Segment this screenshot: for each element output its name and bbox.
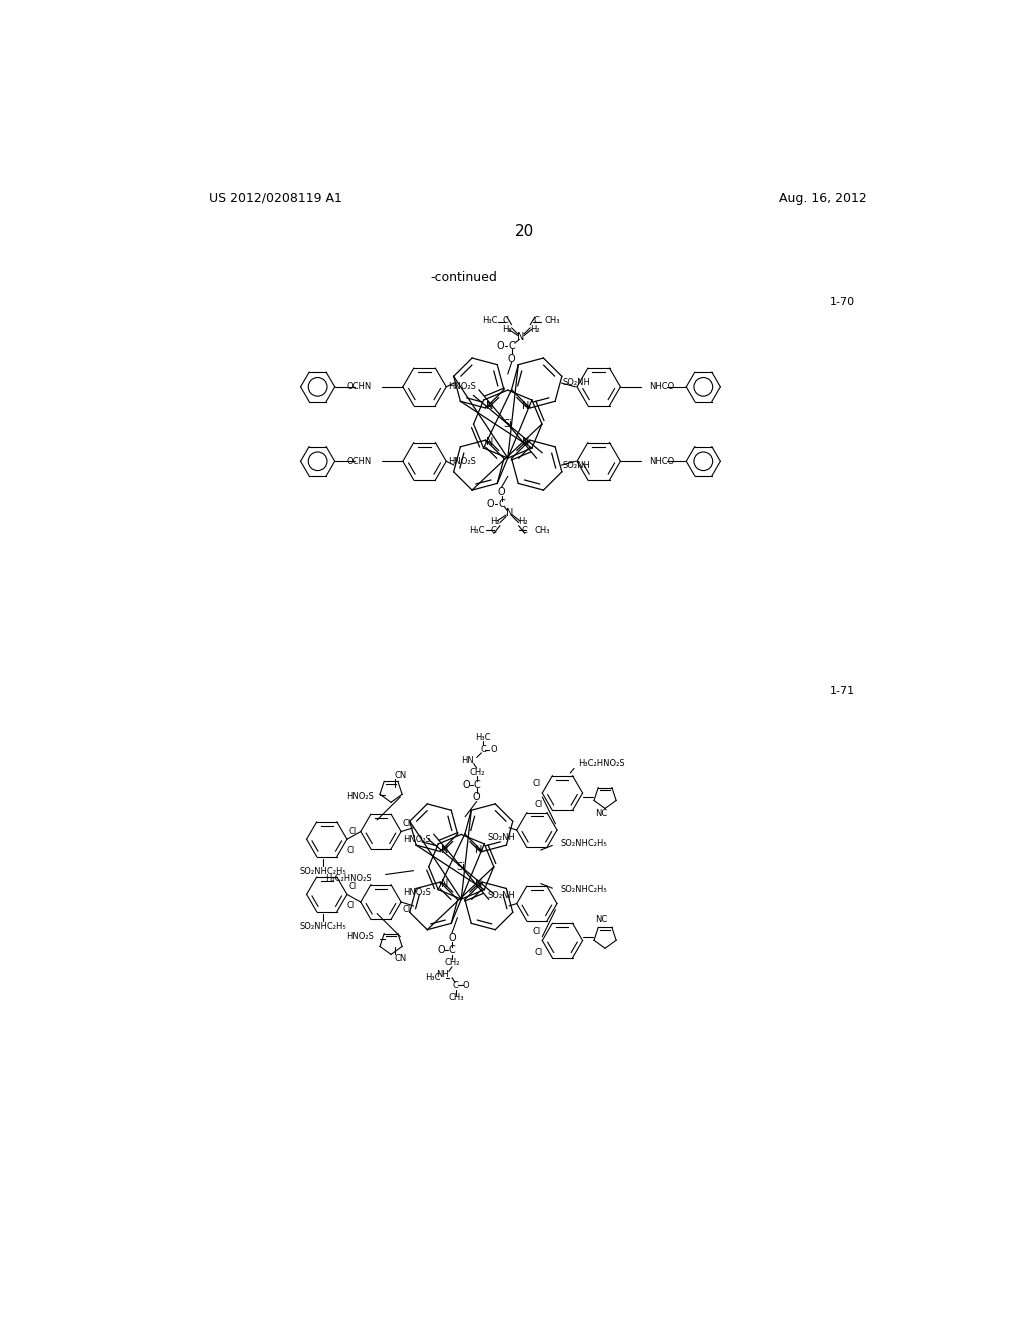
Text: -continued: -continued bbox=[430, 271, 497, 284]
Text: SO₂NH: SO₂NH bbox=[487, 833, 515, 842]
Text: Cl: Cl bbox=[346, 846, 354, 855]
Text: C: C bbox=[480, 746, 485, 754]
Text: O: O bbox=[508, 354, 515, 363]
Text: 20: 20 bbox=[515, 224, 535, 239]
Text: Si: Si bbox=[457, 862, 466, 871]
Text: O: O bbox=[473, 792, 480, 803]
Text: N: N bbox=[522, 437, 529, 447]
Text: SO₂NH: SO₂NH bbox=[562, 461, 590, 470]
Text: O: O bbox=[498, 487, 506, 496]
Text: Cl: Cl bbox=[348, 828, 356, 836]
Text: O: O bbox=[437, 945, 444, 954]
Text: Cl: Cl bbox=[535, 800, 543, 809]
Text: C: C bbox=[473, 780, 480, 791]
Text: O: O bbox=[462, 780, 470, 791]
Text: Cl: Cl bbox=[535, 948, 543, 957]
Text: CH₂: CH₂ bbox=[444, 958, 460, 966]
Text: H₃C: H₃C bbox=[469, 525, 484, 535]
Text: 1-71: 1-71 bbox=[829, 686, 854, 696]
Text: HNO₂S: HNO₂S bbox=[346, 932, 374, 941]
Text: CH₃: CH₃ bbox=[544, 315, 560, 325]
Text: HNO₂S: HNO₂S bbox=[402, 888, 430, 898]
Text: 1-70: 1-70 bbox=[829, 297, 854, 308]
Text: H₂: H₂ bbox=[518, 516, 528, 525]
Text: N: N bbox=[486, 401, 494, 412]
Text: O: O bbox=[449, 933, 456, 942]
Text: Cl: Cl bbox=[402, 820, 411, 829]
Text: O: O bbox=[463, 981, 469, 990]
Text: N: N bbox=[474, 845, 482, 855]
Text: SO₂NH: SO₂NH bbox=[562, 379, 590, 388]
Text: H₂: H₂ bbox=[530, 325, 540, 334]
Text: O: O bbox=[497, 342, 504, 351]
Text: Si: Si bbox=[504, 418, 512, 429]
Text: SO₂NH: SO₂NH bbox=[487, 891, 515, 900]
Text: CN: CN bbox=[395, 771, 408, 780]
Text: C: C bbox=[490, 525, 497, 535]
Text: C: C bbox=[453, 981, 459, 990]
Text: H₂: H₂ bbox=[502, 325, 512, 334]
Text: OCHN: OCHN bbox=[346, 383, 372, 391]
Text: C: C bbox=[498, 499, 505, 510]
Text: Cl: Cl bbox=[532, 927, 541, 936]
Text: N: N bbox=[486, 437, 494, 447]
Text: C: C bbox=[522, 525, 527, 535]
Text: Cl: Cl bbox=[402, 906, 411, 915]
Text: OCHN: OCHN bbox=[346, 457, 372, 466]
Text: H₃C: H₃C bbox=[475, 733, 490, 742]
Text: HNO₂S: HNO₂S bbox=[402, 834, 430, 843]
Text: N: N bbox=[440, 879, 447, 888]
Text: N: N bbox=[506, 508, 513, 519]
Text: SO₂NHC₂H₅: SO₂NHC₂H₅ bbox=[560, 840, 607, 849]
Text: NHCO: NHCO bbox=[649, 457, 675, 466]
Text: N: N bbox=[474, 879, 482, 888]
Text: CN: CN bbox=[395, 954, 408, 962]
Text: N: N bbox=[522, 401, 529, 412]
Text: Cl: Cl bbox=[532, 779, 541, 788]
Text: HNO₂S: HNO₂S bbox=[447, 457, 476, 466]
Text: C: C bbox=[534, 315, 540, 325]
Text: NH: NH bbox=[436, 970, 449, 979]
Text: C: C bbox=[503, 315, 508, 325]
Text: SO₂NHC₂H₅: SO₂NHC₂H₅ bbox=[560, 886, 607, 894]
Text: HNO₂S: HNO₂S bbox=[447, 383, 476, 391]
Text: NC: NC bbox=[595, 915, 607, 924]
Text: H₃C: H₃C bbox=[426, 973, 441, 982]
Text: N: N bbox=[440, 845, 447, 855]
Text: C: C bbox=[449, 945, 456, 954]
Text: C: C bbox=[508, 342, 515, 351]
Text: N: N bbox=[517, 333, 524, 342]
Text: CH₃: CH₃ bbox=[449, 993, 464, 1002]
Text: NC: NC bbox=[595, 809, 607, 818]
Text: O: O bbox=[490, 746, 497, 754]
Text: CH₂: CH₂ bbox=[469, 768, 484, 777]
Text: Cl: Cl bbox=[346, 902, 354, 911]
Text: SO₂NHC₂H₅: SO₂NHC₂H₅ bbox=[299, 867, 346, 876]
Text: NHCO: NHCO bbox=[649, 383, 675, 391]
Text: HN: HN bbox=[461, 756, 474, 766]
Text: US 2012/0208119 A1: US 2012/0208119 A1 bbox=[209, 191, 342, 205]
Text: H₃C₂HNO₂S: H₃C₂HNO₂S bbox=[325, 874, 372, 883]
Text: H₃C: H₃C bbox=[482, 315, 498, 325]
Text: HNO₂S: HNO₂S bbox=[346, 792, 374, 801]
Text: Cl: Cl bbox=[348, 882, 356, 891]
Text: O: O bbox=[486, 499, 494, 510]
Text: CH₃: CH₃ bbox=[535, 525, 550, 535]
Text: Aug. 16, 2012: Aug. 16, 2012 bbox=[779, 191, 866, 205]
Text: H₃C₂HNO₂S: H₃C₂HNO₂S bbox=[578, 759, 625, 768]
Text: H₂: H₂ bbox=[490, 516, 500, 525]
Text: SO₂NHC₂H₅: SO₂NHC₂H₅ bbox=[299, 923, 346, 931]
